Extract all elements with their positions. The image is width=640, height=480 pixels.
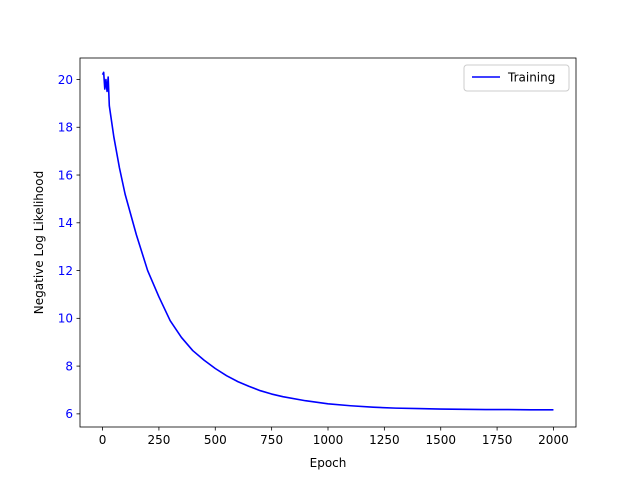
x-tick-label: 1500	[425, 433, 456, 447]
legend-box	[463, 64, 570, 92]
y-tick-label: 14	[58, 216, 73, 230]
x-tick-label: 1250	[369, 433, 400, 447]
y-tick-label: 8	[65, 359, 73, 373]
x-tick-label: 500	[204, 433, 227, 447]
y-tick-label: 6	[65, 407, 73, 421]
y-tick-label: 16	[58, 168, 73, 182]
x-tick-label: 2000	[538, 433, 569, 447]
series-line-training	[101, 71, 554, 411]
y-tick-label: 18	[58, 121, 73, 135]
y-axis: 6 8 10 12 14 16 18 20	[58, 73, 80, 421]
x-axis-label: Epoch	[310, 456, 347, 470]
y-tick-label: 20	[58, 73, 73, 87]
x-tick-label: 0	[99, 433, 107, 447]
y-tick-label: 10	[58, 312, 73, 326]
x-tick-label: 1000	[313, 433, 344, 447]
x-tick-label: 1750	[482, 433, 513, 447]
y-axis-label: Negative Log Likelihood	[32, 171, 46, 314]
legend: Training	[463, 64, 570, 92]
x-tick-label: 750	[260, 433, 283, 447]
y-tick-label: 12	[58, 264, 73, 278]
x-axis: 0 250 500 750 1000 1250 1500 1750 2000	[99, 427, 569, 447]
legend-label-training: Training	[507, 71, 555, 85]
series-layer	[101, 71, 554, 411]
x-tick-label: 250	[147, 433, 170, 447]
